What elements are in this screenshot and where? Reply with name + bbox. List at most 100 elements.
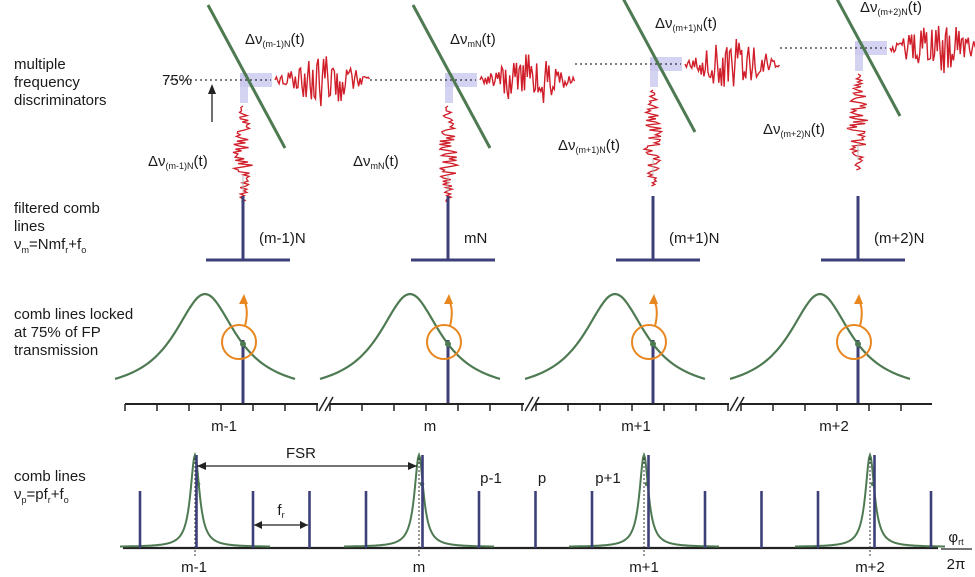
comb-index-label: p bbox=[538, 470, 546, 487]
fp-transmission-curve bbox=[729, 292, 911, 380]
input-delta-nu-label: ΔνmN(t) bbox=[353, 153, 399, 171]
filtered-line-label: (m+2)N bbox=[874, 230, 924, 247]
fsr-arrow-head-right bbox=[408, 462, 417, 470]
lock-arrow-head bbox=[239, 294, 248, 304]
fp-transmission-curve bbox=[114, 292, 296, 380]
lock-arrow-head bbox=[444, 294, 453, 304]
discriminators-label-line3: discriminators bbox=[14, 92, 107, 109]
discriminator-3: Δν(m+1)N(t) Δν(m+1)N(t) bbox=[558, 0, 781, 187]
lock-arrow-head bbox=[649, 294, 658, 304]
output-noise-trace bbox=[479, 54, 576, 103]
fp-transmission-curve bbox=[524, 292, 706, 380]
axis-break-mark bbox=[324, 396, 334, 412]
discriminator-slope bbox=[622, 0, 697, 133]
output-delta-nu-label: Δν(m-1)N(t) bbox=[245, 31, 305, 49]
percent-75-label: 75% bbox=[162, 72, 192, 89]
discriminators-label: multiple frequency discriminators bbox=[14, 56, 107, 110]
locked-panel-2 bbox=[319, 292, 501, 404]
discriminator-1: Δν(m-1)N(t) Δν(m-1)N(t) bbox=[148, 4, 371, 203]
comb-lines-row: FSR fr p-1 p p+1 m-1 m m+1 m+2 φrt 2π bbox=[120, 445, 972, 576]
locked-label: comb lines locked at 75% of FP transmiss… bbox=[14, 306, 133, 360]
input-noise-trace bbox=[642, 89, 664, 187]
comb-index-label: p-1 bbox=[480, 470, 502, 487]
highlight-vertical bbox=[240, 73, 248, 103]
fp-transmission-curve bbox=[319, 292, 501, 380]
lock-point bbox=[240, 341, 246, 347]
discriminator-slope bbox=[411, 4, 492, 149]
input-delta-nu-label: Δν(m-1)N(t) bbox=[148, 153, 208, 171]
lock-circle bbox=[836, 324, 872, 360]
comb-lines-label: comb lines νp=pfr+fo bbox=[14, 468, 86, 509]
lock-circle bbox=[221, 324, 257, 360]
filtered-line-2: mN bbox=[411, 196, 495, 262]
output-delta-nu-label: Δν(m+2)N(t) bbox=[860, 0, 922, 17]
comb-axis-tick-label: m+1 bbox=[629, 559, 659, 576]
discriminators-label-line1: multiple bbox=[14, 56, 66, 73]
filtered-line-label: mN bbox=[464, 230, 487, 247]
locked-axis-tick-label: m-1 bbox=[211, 418, 237, 435]
fr-arrow-head-left bbox=[254, 521, 262, 529]
locked-axis-tick-label: m+1 bbox=[621, 418, 651, 435]
comb-label-equation: νp=pfr+fo bbox=[14, 486, 69, 505]
fr-label: fr bbox=[277, 502, 284, 520]
input-noise-trace bbox=[231, 105, 253, 203]
discriminator-2: ΔνmN(t) ΔνmN(t) bbox=[353, 4, 576, 203]
lock-arrow-head bbox=[854, 294, 863, 304]
input-delta-nu-label: Δν(m+1)N(t) bbox=[558, 137, 620, 155]
axis-break-mark bbox=[530, 396, 540, 412]
filtered-label-line1: filtered comb bbox=[14, 200, 100, 217]
filtered-line-label: (m-1)N bbox=[259, 230, 306, 247]
lock-point bbox=[855, 341, 861, 347]
highlight-vertical bbox=[650, 57, 658, 87]
output-delta-nu-label: ΔνmN(t) bbox=[450, 31, 496, 49]
discriminators-label-line2: frequency bbox=[14, 74, 80, 91]
comb-axis-tick-label: m-1 bbox=[181, 559, 207, 576]
level-arrow-head bbox=[208, 84, 216, 94]
locked-comb-row: m-1 m m+1 m+2 bbox=[114, 292, 932, 435]
fr-arrow-head-right bbox=[300, 521, 308, 529]
axis-break-mark bbox=[729, 396, 739, 412]
filtered-lines-label: filtered comb lines νm=Nmfr+fo bbox=[14, 200, 100, 259]
fp-resonance-peak bbox=[795, 451, 945, 548]
comb-axis-tick-label: m bbox=[413, 559, 426, 576]
filtered-line-3: (m+1)N bbox=[616, 196, 719, 262]
filtered-line-1: (m-1)N bbox=[206, 196, 306, 262]
filtered-label-line2: lines bbox=[14, 218, 45, 235]
lock-point bbox=[445, 341, 451, 347]
axis-break-mark bbox=[318, 396, 328, 412]
locked-label-line1: comb lines locked bbox=[14, 306, 134, 323]
locked-panel-3 bbox=[524, 292, 706, 404]
output-noise-trace bbox=[274, 56, 371, 107]
axis-variable-numerator: φrt bbox=[948, 529, 964, 547]
axis-break-mark bbox=[524, 396, 534, 412]
output-delta-nu-label: Δν(m+1)N(t) bbox=[655, 15, 717, 33]
filtered-line-4: (m+2)N bbox=[821, 196, 924, 262]
output-noise-trace bbox=[684, 38, 781, 87]
filtered-comb-row: (m-1)N mN (m+1)N (m+2)N bbox=[206, 196, 924, 262]
locked-label-line3: transmission bbox=[14, 342, 99, 359]
fp-resonance-peak bbox=[344, 451, 494, 548]
axis-variable-denominator: 2π bbox=[947, 556, 966, 573]
comb-label-line1: comb lines bbox=[14, 468, 86, 485]
comb-index-label: p+1 bbox=[595, 470, 620, 487]
input-noise-trace bbox=[846, 73, 868, 171]
fp-resonance-peak bbox=[569, 451, 719, 548]
input-delta-nu-label: Δν(m+2)N(t) bbox=[763, 121, 825, 139]
filtered-line-label: (m+1)N bbox=[669, 230, 719, 247]
output-noise-trace bbox=[889, 25, 975, 74]
discriminator-slope bbox=[206, 4, 287, 149]
lock-circle bbox=[426, 324, 462, 360]
locked-axis-tick-label: m+2 bbox=[819, 418, 849, 435]
highlight-vertical bbox=[855, 41, 863, 71]
fp-resonance-peak bbox=[120, 451, 270, 548]
lock-point bbox=[650, 341, 656, 347]
locked-axis-tick-label: m bbox=[424, 418, 437, 435]
discriminator-4: Δν(m+2)N(t) Δν(m+2)N(t) bbox=[763, 0, 975, 171]
locked-label-line2: at 75% of FP bbox=[14, 324, 101, 341]
input-noise-trace bbox=[438, 105, 461, 203]
fsr-arrow-head-left bbox=[197, 462, 206, 470]
discriminator-slope bbox=[835, 0, 902, 117]
highlight-vertical bbox=[445, 73, 453, 103]
fsr-label: FSR bbox=[286, 445, 316, 462]
